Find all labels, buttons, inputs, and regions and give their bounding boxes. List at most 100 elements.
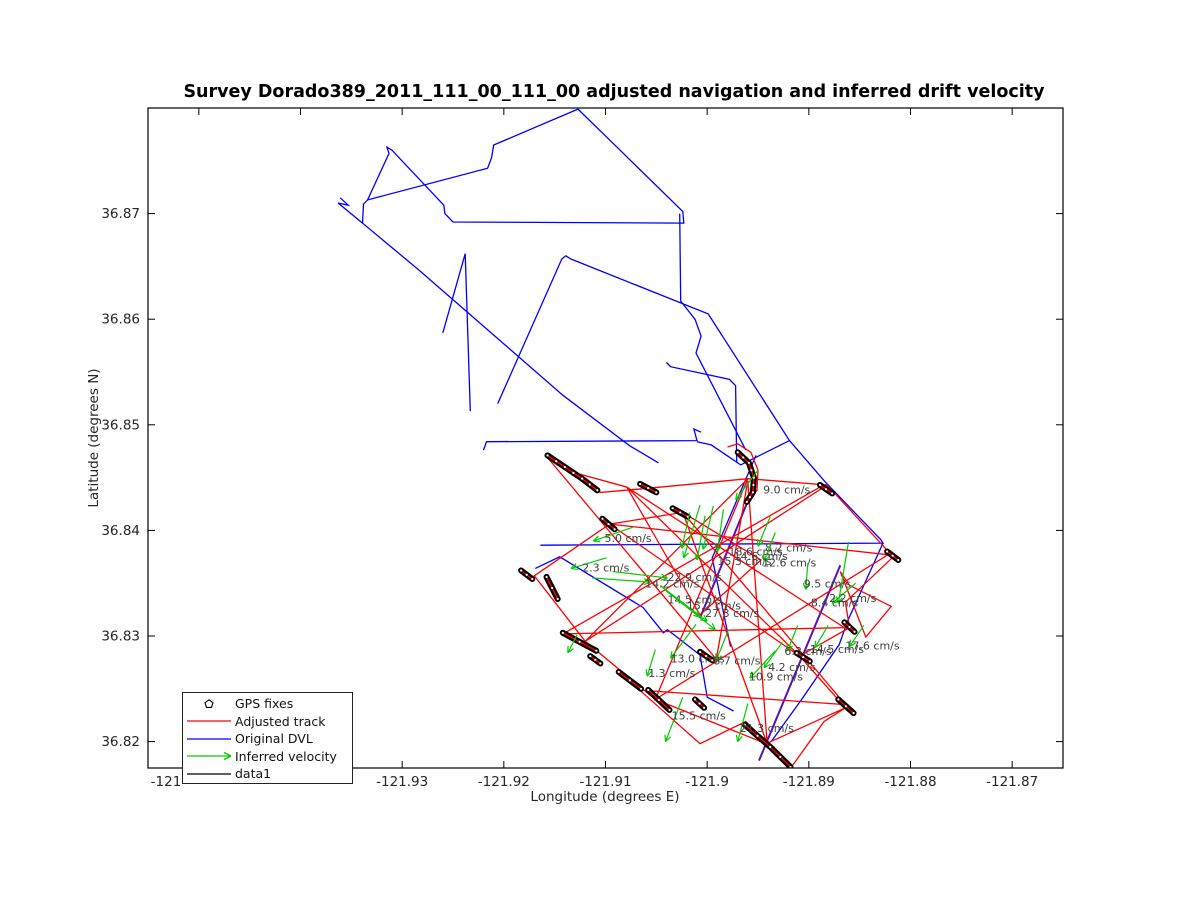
gps-fix-marker [671,507,674,510]
velocity-arrowhead [749,675,757,679]
velocity-arrow [837,541,850,604]
gps-fix-marker [601,517,604,520]
gps-fix-marker [886,550,889,553]
gps-fix-marker [607,522,610,526]
track-original-dvl [679,213,747,451]
velocity-arrowhead [711,623,716,630]
velocity-label: 15.3 cm/s [717,555,771,568]
gps-fix-marker [555,460,558,463]
velocity-arrowhead [592,535,599,542]
velocity-arrowhead [763,663,771,669]
track-original-dvl [337,197,363,224]
gps-fix-marker [594,658,597,661]
x-tick-label: -121.87 [986,774,1038,790]
gps-fix-marker [551,586,554,590]
line-swatch-icon [183,767,235,781]
velocity-arrow [749,650,776,679]
gps-fix-marker [578,640,581,643]
gps-fix-marker [853,630,856,633]
gps-fix-marker [563,465,566,469]
legend-item-adjusted-track[interactable]: Adjusted track [183,713,352,731]
y-axis-label: Latitude (degrees N) [86,368,102,507]
velocity-label: 17.6 cm/s [845,640,899,653]
velocity-arrowhead [814,643,822,649]
line-swatch-icon [183,732,235,746]
velocity-arrow-icon [183,749,235,763]
velocity-arrow [592,577,651,583]
axes-layer: -121.93 -121.92 -121.91 -121.9 -121.89 -121.8… [101,107,1064,790]
velocity-label: 4.2 cm/s [768,661,815,674]
track-original-dvl [696,440,790,466]
plot-title: Survey Dorado389_2011_111_00_111_00 adju… [183,82,1045,102]
velocity-arrow [612,570,668,579]
y-tick-label: 36.85 [101,417,140,433]
legend-item-data1[interactable]: data1 [183,765,352,783]
velocity-arrowhead [848,639,852,647]
gps-fix-marker [613,528,616,531]
velocity-label: 1.3 cm/s [648,667,695,680]
velocity-label: 10.9 cm/s [749,670,803,683]
legend[interactable]: GPS fixes Adjusted track Original DVL Infer… [182,692,353,784]
velocity-label: 27.3 cm/s [705,607,759,620]
gps-fix-marker [617,670,620,674]
gps-fix-marker [693,698,697,701]
legend-label: Original DVL [235,731,313,747]
y-tick-label: 36.82 [101,734,140,750]
track-original-dvl [770,542,884,742]
velocity-arrowhead [749,671,753,679]
velocity-arrowhead [708,627,716,631]
velocity-arrow [593,526,634,542]
velocity-arrow [567,634,578,654]
legend-item-original-dvl[interactable]: Original DVL [183,730,352,748]
velocity-arrow [683,504,701,559]
velocity-arrowhead [660,577,668,581]
gps-fix-marker [556,597,559,601]
velocity-label: 2.3 cm/s [582,562,629,575]
velocity-arrow [646,649,656,677]
velocity-arrowhead [679,541,683,549]
velocity-arrowhead [681,542,687,549]
track-original-dvl [442,253,471,412]
velocity-arrow [670,624,697,659]
gps-fix-marker [844,705,848,708]
gps-fix-marker [779,755,782,759]
velocity-arrowhead [849,642,856,648]
gps-fix-marker [808,660,811,663]
x-tick-label: -121.9 [685,774,729,790]
velocity-arrow [763,641,783,669]
tracks-layer: 9.0 cm/s5.0 cm/s2.3 cm/s 15.3 cm/s18.6 cm… [337,108,902,768]
y-tick-label: 36.87 [101,206,140,222]
gps-fix-marker [736,451,739,454]
velocity-arrowhead [715,655,722,661]
velocity-arrowhead [832,600,840,604]
velocity-arrow [664,589,716,631]
gps-fix-marker [520,569,523,572]
velocity-arrowhead [694,553,698,561]
legend-item-inferred-velocity[interactable]: Inferred velocity [183,748,352,766]
velocity-arrowhead [757,541,764,547]
velocity-arrow [757,516,771,547]
gps-fix-marker [837,698,840,701]
gps-fix-marker [588,483,591,486]
x-axis-label: Longitude (degrees E) [530,789,679,805]
gps-fix-marker [698,650,702,653]
velocity-arrowhead [735,496,743,501]
velocity-arrowhead [683,552,689,559]
gps-fix-marker [843,621,846,624]
legend-label: Adjusted track [235,713,326,729]
gps-fix-marker [705,654,708,658]
legend-item-gps-fixes[interactable]: GPS fixes [183,695,352,713]
gps-fixes-marker-icon [183,697,235,711]
velocity-label: 14.2 cm/s [645,577,699,590]
velocity-arrowhead [593,540,601,543]
velocity-arrowhead [669,651,673,659]
gps-fix-marker [595,649,598,652]
gps-fix-marker [748,496,751,499]
gps-fix-marker [743,723,746,726]
velocity-arrowhead [567,648,574,654]
velocity-arrowhead [802,582,807,590]
gps-fix-marker [525,573,528,576]
velocity-arrowhead [735,492,738,500]
gps-fix-marker [711,659,714,662]
velocity-label: 2.2 cm/s [829,592,876,605]
